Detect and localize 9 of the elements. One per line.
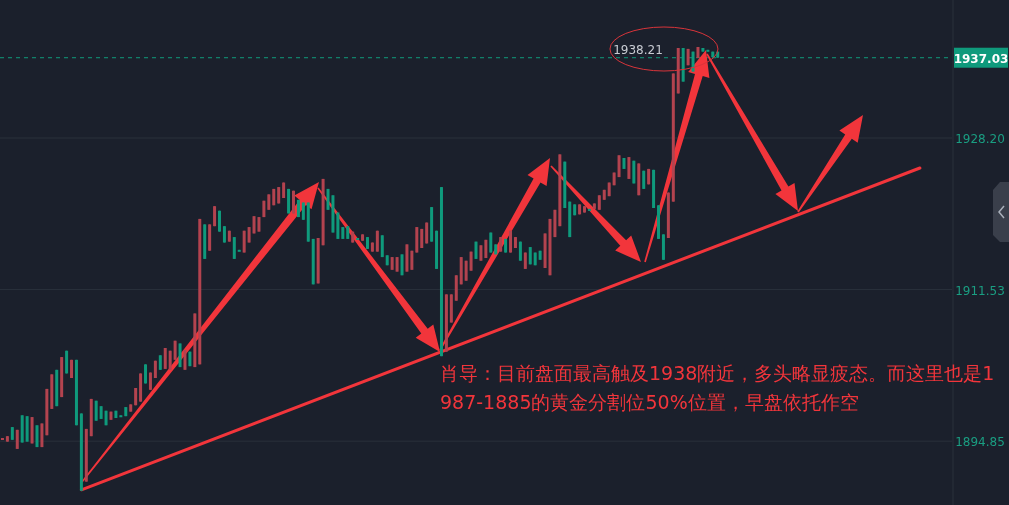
y-tick-label: 1894.85 (955, 435, 1005, 450)
annotation: 1938.21 (613, 43, 663, 57)
candlestick (627, 156, 631, 180)
ref-line-label: 1937.03 (953, 51, 1009, 66)
candlestick (163, 347, 167, 370)
annotation: 肖导：目前盘面最高触及1938附近，多头略显疲态。而这里也是1987-1885的黄金分割位50%位置，早盘依托作空 (440, 362, 995, 413)
y-tick-label: 1928.20 (955, 132, 1005, 146)
y-tick-label: 1911.53 (955, 283, 1005, 298)
candlestick (232, 236, 236, 260)
